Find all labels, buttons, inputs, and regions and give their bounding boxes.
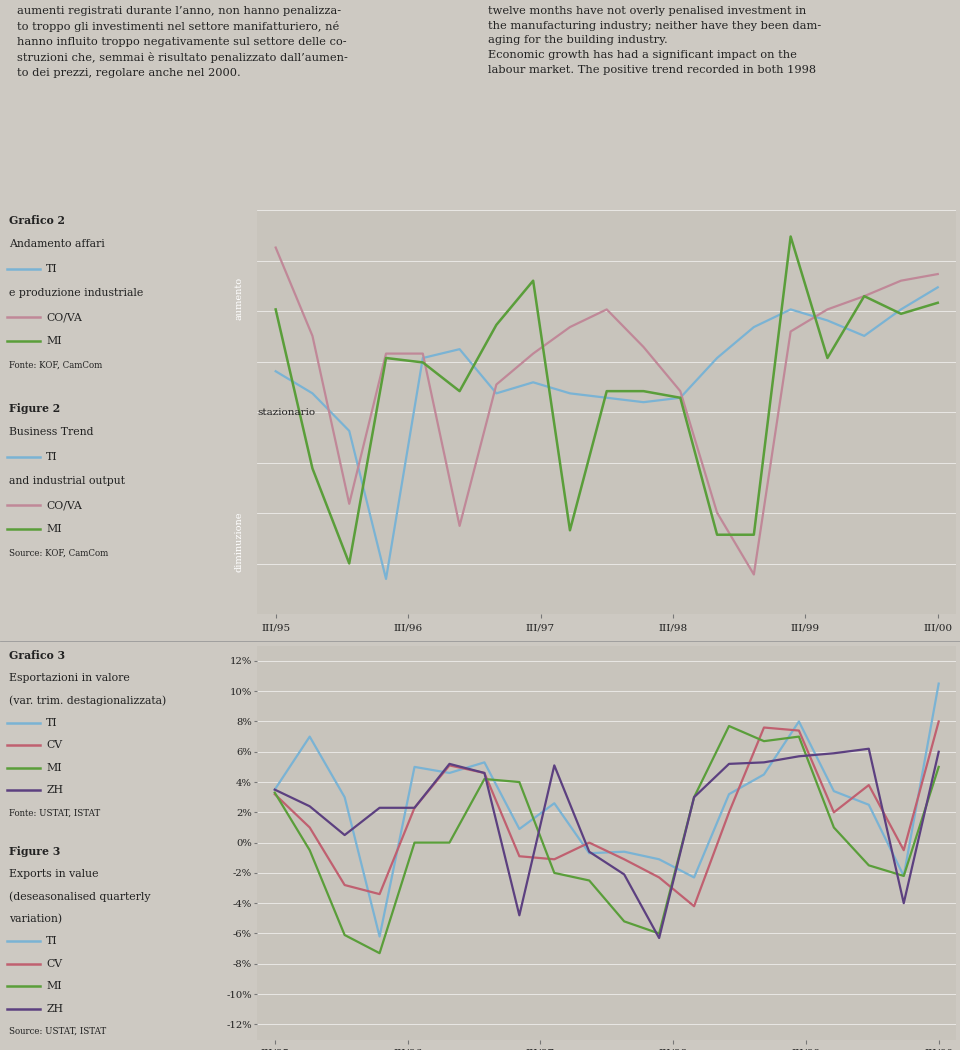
Text: CV: CV (46, 740, 62, 751)
Text: stazionario: stazionario (257, 407, 316, 417)
Text: Exports in value: Exports in value (9, 869, 98, 879)
Text: Source: USTAT, ISTAT: Source: USTAT, ISTAT (9, 1027, 107, 1035)
Text: MI: MI (46, 336, 62, 346)
Text: Figure 3: Figure 3 (9, 846, 60, 857)
Text: Fonte: KOF, CamCom: Fonte: KOF, CamCom (9, 361, 102, 371)
Text: Business Trend: Business Trend (9, 427, 93, 438)
Text: and industrial output: and industrial output (9, 476, 125, 486)
Text: (var. trim. destagionalizzata): (var. trim. destagionalizzata) (9, 695, 166, 706)
Text: ZH: ZH (46, 785, 63, 795)
Text: MI: MI (46, 982, 62, 991)
Text: Fonte: USTAT, ISTAT: Fonte: USTAT, ISTAT (9, 808, 100, 817)
Text: CO/VA: CO/VA (46, 500, 83, 510)
Text: TI: TI (46, 452, 58, 462)
Text: aumenti registrati durante l’anno, non hanno penalizza-
to troppo gli investimen: aumenti registrati durante l’anno, non h… (17, 6, 348, 79)
Text: Figure 2: Figure 2 (9, 402, 60, 414)
Text: CO/VA: CO/VA (46, 312, 83, 322)
Text: variation): variation) (9, 914, 62, 924)
Text: diminuzione: diminuzione (234, 511, 244, 572)
Text: TI: TI (46, 937, 58, 946)
Text: MI: MI (46, 524, 62, 534)
Text: Grafico 2: Grafico 2 (9, 214, 65, 226)
Text: TI: TI (46, 264, 58, 274)
Text: twelve months have not overly penalised investment in
the manufacturing industry: twelve months have not overly penalised … (488, 6, 821, 75)
Text: Andamento affari: Andamento affari (9, 239, 105, 249)
Text: MI: MI (46, 762, 62, 773)
Text: TI: TI (46, 718, 58, 728)
Text: (deseasonalised quarterly: (deseasonalised quarterly (9, 891, 151, 902)
Text: CV: CV (46, 959, 62, 969)
Text: ZH: ZH (46, 1004, 63, 1014)
Text: e produzione industriale: e produzione industriale (9, 288, 143, 298)
Text: Esportazioni in valore: Esportazioni in valore (9, 673, 130, 684)
Text: aumento: aumento (234, 277, 244, 320)
Text: Source: KOF, CamCom: Source: KOF, CamCom (9, 549, 108, 559)
Text: Grafico 3: Grafico 3 (9, 650, 65, 662)
